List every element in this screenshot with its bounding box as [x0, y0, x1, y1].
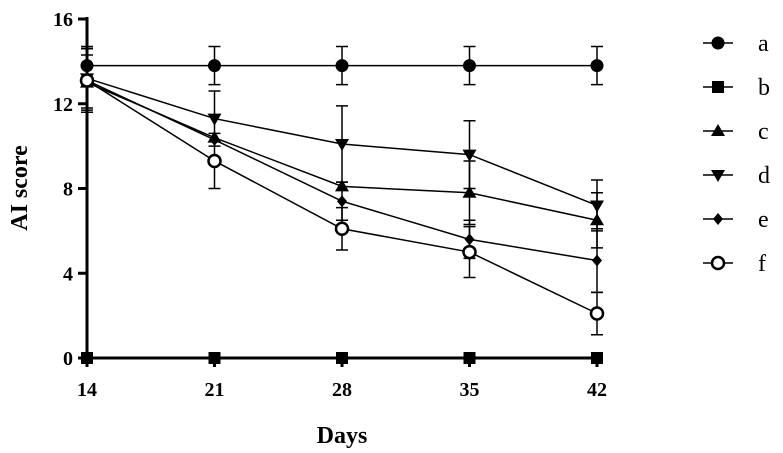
- legend-marker-a: [711, 36, 725, 50]
- data-point-b: [81, 352, 93, 364]
- legend-label: f: [758, 251, 766, 277]
- y-tick-label: 16: [53, 9, 73, 31]
- data-point-f: [79, 73, 95, 88]
- x-tick-label: 28: [332, 379, 352, 401]
- data-point-f: [462, 244, 477, 260]
- series-b: [81, 352, 603, 364]
- x-tick-label: 21: [205, 379, 225, 401]
- legend-item-c: c: [703, 119, 769, 145]
- legend-item-e: e: [703, 207, 769, 233]
- data-point-e: [592, 254, 602, 267]
- legend-label: b: [758, 75, 770, 101]
- data-point-a: [335, 59, 349, 73]
- legend-marker-e: [713, 213, 723, 225]
- x-tick-label: 42: [587, 379, 607, 401]
- legend-marker-f: [710, 255, 726, 271]
- data-point-a: [208, 59, 221, 73]
- legend-item-f: f: [703, 251, 766, 277]
- legend-item-d: d: [703, 163, 770, 189]
- data-point-c: [462, 185, 477, 198]
- data-point-e: [337, 195, 347, 208]
- series-a: [80, 45, 604, 86]
- data-point-b: [591, 352, 603, 364]
- legend-label: a: [758, 31, 769, 57]
- legend-item-a: a: [703, 31, 769, 57]
- legend-label: c: [758, 119, 769, 145]
- data-point-a: [463, 59, 476, 73]
- data-point-d: [207, 113, 222, 126]
- data-point-d: [462, 149, 477, 162]
- x-axis-title: Days: [317, 423, 368, 449]
- series-layer: [79, 45, 605, 364]
- y-axis-title: AI score: [7, 145, 33, 231]
- data-point-b: [463, 352, 476, 364]
- data-point-d: [335, 139, 349, 152]
- y-tick-label: 4: [63, 263, 73, 285]
- data-point-d: [590, 200, 604, 213]
- x-tick-label: 14: [77, 379, 97, 401]
- legend-item-b: b: [703, 75, 770, 101]
- y-tick-label: 8: [63, 179, 73, 201]
- data-point-b: [336, 352, 348, 364]
- y-tick-label: 12: [53, 94, 73, 116]
- data-point-f: [589, 306, 605, 321]
- data-point-b: [208, 352, 221, 364]
- legend-label: d: [758, 163, 770, 189]
- data-point-f: [207, 153, 222, 169]
- series-f: [79, 47, 605, 336]
- legend-marker-c: [711, 124, 725, 136]
- legend-marker-b: [712, 81, 724, 93]
- legend-marker-d: [711, 170, 725, 182]
- legend-label: e: [758, 207, 769, 233]
- x-tick-label: 35: [460, 379, 480, 401]
- data-point-a: [590, 59, 604, 73]
- y-tick-label: 0: [63, 348, 73, 370]
- data-point-f: [334, 221, 350, 237]
